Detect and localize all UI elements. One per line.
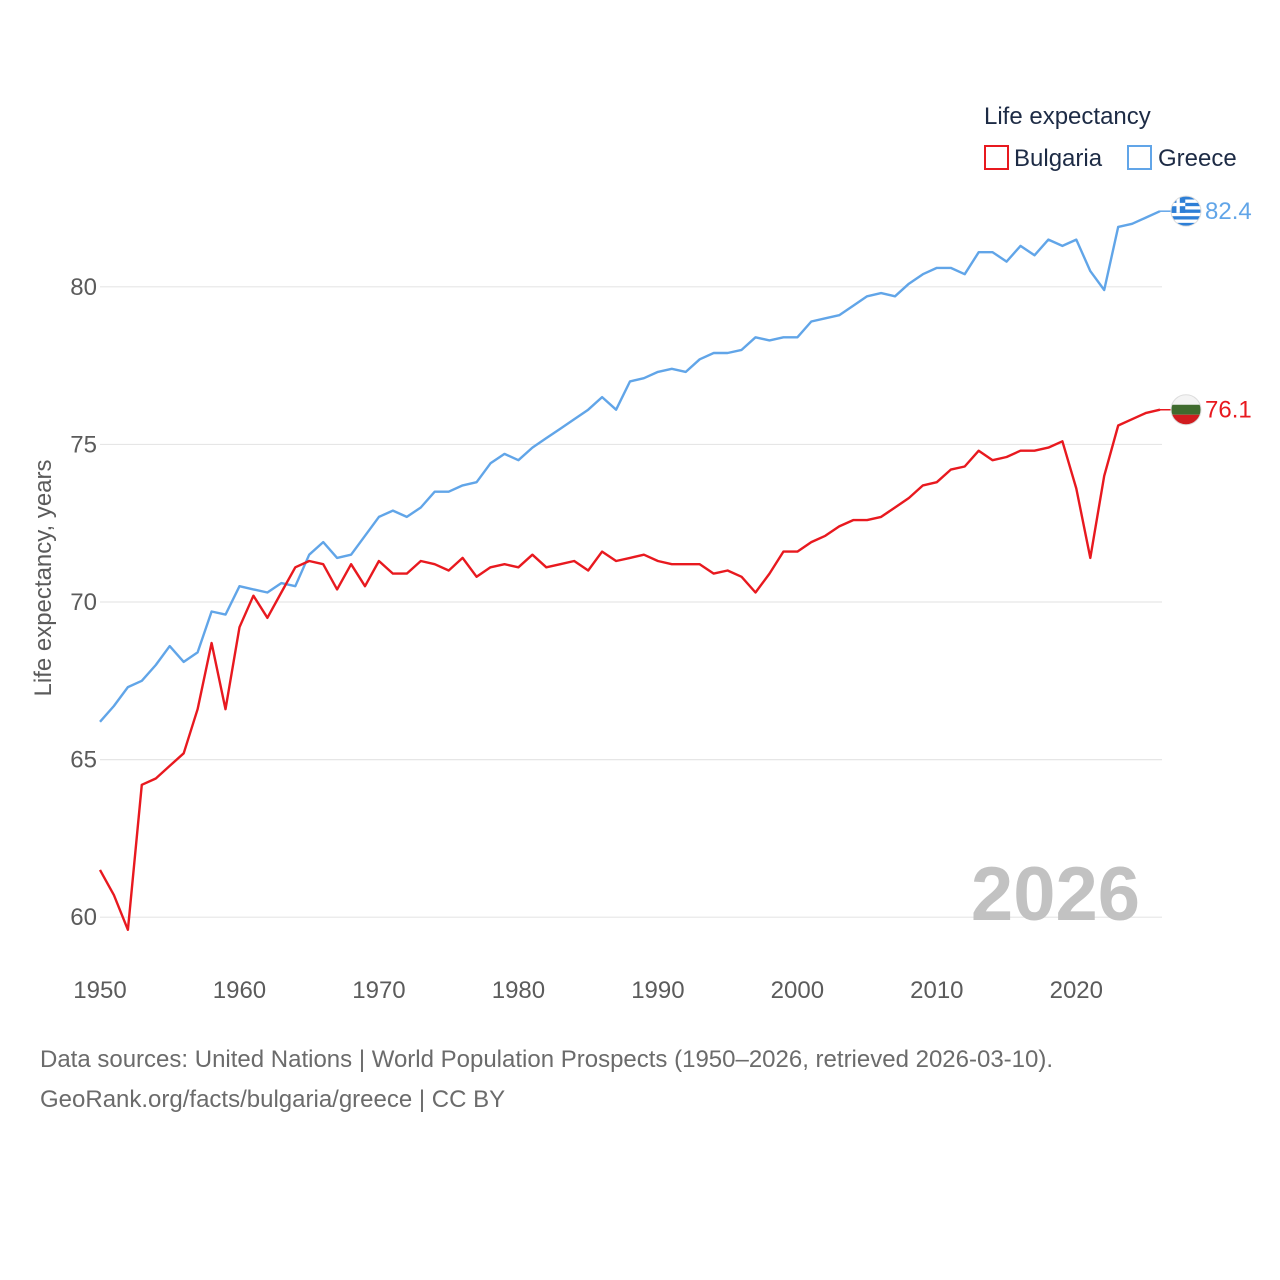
bulgaria-flag-icon <box>1171 394 1201 425</box>
footer: Data sources: United Nations | World Pop… <box>40 1040 1053 1120</box>
y-tick-label: 60 <box>70 904 97 931</box>
year-watermark: 2026 <box>971 852 1140 937</box>
x-tick-label: 1950 <box>73 977 126 1004</box>
legend-swatch-bulgaria <box>984 145 1009 170</box>
attribution-link[interactable]: GeoRank.org/facts/bulgaria/greece | CC B… <box>40 1086 506 1113</box>
x-tick-label: 2000 <box>771 977 824 1004</box>
x-tick-label: 2020 <box>1050 977 1103 1004</box>
x-tick-label: 1960 <box>213 977 266 1004</box>
line-chart: 60 65 70 75 80 1950 1960 1970 1980 1990 2000 2010 2… <box>30 103 1252 1004</box>
legend-label-bulgaria: Bulgaria <box>1014 145 1103 172</box>
y-tick-label: 65 <box>70 747 97 774</box>
series-lines <box>98 210 1161 931</box>
end-value-label-greece: 82.4 <box>1205 198 1252 225</box>
legend-swatch-greece <box>1127 145 1152 170</box>
flag-outline <box>1170 195 1202 227</box>
legend: Life expectancy Bulgaria Greece <box>984 103 1237 172</box>
legend-label-greece: Greece <box>1158 145 1237 172</box>
x-tick-label: 2010 <box>910 977 963 1004</box>
series-line-greece[interactable] <box>99 210 1161 723</box>
y-axis-title: Life expectancy, years <box>30 459 57 696</box>
series-end-markers: 76.1 82.4 <box>1160 195 1252 426</box>
y-tick-label: 80 <box>70 274 97 301</box>
end-value-label-bulgaria: 76.1 <box>1205 397 1252 424</box>
y-tick-label: 70 <box>70 589 97 616</box>
x-tick-label: 1990 <box>631 977 684 1004</box>
x-axis-ticks: 1950 1960 1970 1980 1990 2000 2010 2020 <box>73 977 1103 1004</box>
x-tick-label: 1970 <box>352 977 405 1004</box>
y-tick-label: 75 <box>70 431 97 458</box>
y-axis-ticks: 60 65 70 75 80 <box>70 274 97 931</box>
legend-item-bulgaria[interactable]: Bulgaria <box>984 145 1103 172</box>
data-source-text: Data sources: United Nations | World Pop… <box>40 1046 1054 1073</box>
legend-title: Life expectancy <box>984 103 1151 130</box>
flag-outline <box>1170 394 1202 426</box>
series-line-bulgaria[interactable] <box>98 408 1161 931</box>
legend-item-greece[interactable]: Greece <box>1127 145 1237 172</box>
x-tick-label: 1980 <box>492 977 545 1004</box>
